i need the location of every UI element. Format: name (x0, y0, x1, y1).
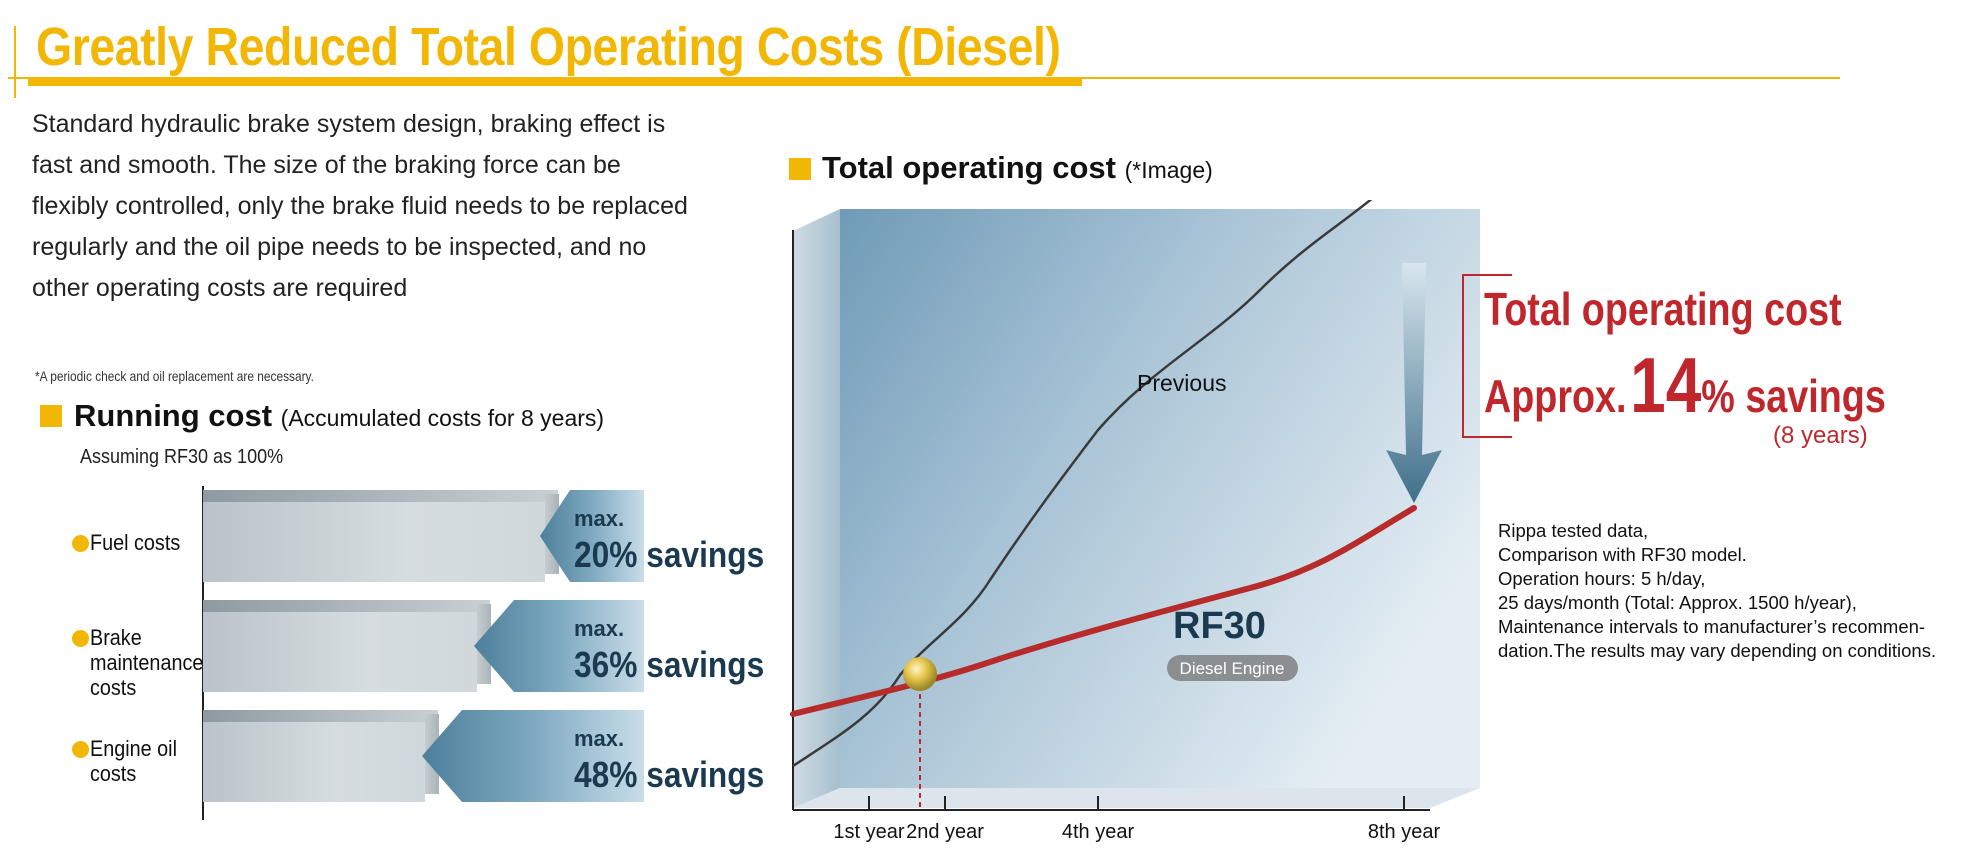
savings-box-engine-oil (422, 710, 644, 802)
running-cost-subtitle: (Accumulated costs for 8 years) (280, 405, 605, 431)
bar-front-face (203, 502, 545, 582)
running-cost-title: Running cost (74, 398, 273, 433)
savings-max-label: max. (574, 506, 625, 531)
running-cost-marker (40, 405, 62, 427)
savings-word: savings (646, 754, 765, 795)
fuel-costs-label: Fuel costs (90, 530, 180, 555)
total-cost-heading: Total operating cost (*Image) (822, 150, 1213, 186)
callout-savings: Approx. 14% savings (1484, 340, 1886, 431)
note-line: Comparison with RF30 model. (1498, 544, 1747, 565)
savings-percent-engine-oil: 48% savings (574, 754, 764, 796)
rf30-sublabel-pill (1167, 655, 1298, 681)
footnote: *A periodic check and oil replacement ar… (35, 368, 314, 384)
note-line: 25 days/month (Total: Approx. 1500 h/yea… (1498, 592, 1857, 613)
intro-line: Standard hydraulic brake system design, … (32, 110, 666, 138)
cost-label-line: Fuel costs (90, 530, 181, 555)
callout-suffix: % savings (1701, 370, 1886, 422)
cost-label-line: costs (90, 675, 137, 700)
rf30-cost-line (790, 505, 1417, 717)
x-tick-label: 2nd year (906, 821, 984, 843)
savings-arrow (1386, 263, 1442, 503)
chart-panel-left (793, 209, 840, 808)
bullet-dot (72, 630, 89, 647)
bar-top-face (203, 600, 490, 612)
intro-paragraph: Standard hydraulic brake system design, … (32, 104, 732, 309)
previous-label: Previous (1137, 370, 1226, 396)
cost-label-line: costs (90, 761, 137, 786)
running-cost-heading: Running cost (Accumulated costs for 8 ye… (74, 398, 604, 434)
chart-panel-back (840, 209, 1480, 788)
note-line: Rippa tested data, (1498, 520, 1649, 541)
total-cost-chart: Previous RF30 Diesel Engine 1st year 2nd… (790, 200, 1480, 843)
savings-max-label: max. (574, 726, 625, 751)
running-cost-assumption: Assuming RF30 as 100% (80, 446, 284, 468)
bar-top-face (203, 710, 438, 722)
savings-value: 48% (574, 754, 638, 795)
title-underline (28, 77, 1082, 86)
savings-percent-brake: 36% savings (574, 644, 764, 686)
bar-front-face (203, 722, 425, 802)
intro-line: fast and smooth. The size of the braking… (32, 151, 621, 179)
callout-bracket (1462, 274, 1512, 438)
savings-value: 36% (574, 644, 638, 685)
callout-number: 14 (1630, 341, 1702, 429)
total-cost-marker (789, 158, 811, 180)
intro-line: flexibly controlled, only the brake flui… (32, 192, 688, 220)
intro-line: regularly and the oil pipe needs to be i… (32, 233, 647, 261)
savings-box-fuel (540, 490, 644, 582)
note-line: Maintenance intervals to manufacturer’s … (1498, 616, 1926, 637)
x-tick-label: 8th year (1368, 821, 1441, 843)
bullet-dot (72, 741, 89, 758)
previous-cost-line (792, 200, 1373, 768)
savings-value: 20% (574, 534, 638, 575)
intro-line: other operating costs are required (32, 274, 408, 302)
savings-percent-fuel: 20% savings (574, 534, 764, 576)
chart-panel-floor (793, 788, 1480, 808)
note-line: Operation hours: 5 h/day, (1498, 568, 1706, 589)
engine-oil-costs-label: Engine oil costs (90, 736, 177, 786)
crossover-marker (903, 657, 937, 691)
savings-box-brake (474, 600, 644, 692)
callout-approx: Approx. (1484, 370, 1627, 422)
savings-max-label: max. (574, 616, 625, 641)
header-accent-line (14, 26, 16, 98)
brake-maintenance-costs-label: Brake maintenance costs (90, 625, 203, 700)
x-tick-label: 4th year (1062, 821, 1135, 843)
note-line: dation.The results may vary depending on… (1498, 640, 1937, 661)
x-tick-label: 1st year (833, 821, 904, 843)
rf30-sublabel: Diesel Engine (1180, 659, 1285, 678)
callout-title: Total operating cost (1484, 283, 1842, 335)
bullet-dot (72, 535, 89, 552)
cost-label-line: Brake (90, 625, 142, 650)
callout-years: (8 years) (1773, 422, 1868, 449)
total-cost-title: Total operating cost (822, 150, 1116, 185)
rf30-label: RF30 (1173, 605, 1266, 647)
page-title: Greatly Reduced Total Operating Costs (D… (36, 17, 1061, 77)
bar-top-face (203, 490, 558, 502)
savings-word: savings (646, 644, 765, 685)
cost-label-line: maintenance (90, 650, 204, 675)
bar-front-face (203, 612, 477, 692)
total-cost-subtitle: (*Image) (1124, 157, 1213, 183)
cost-label-line: Engine oil (90, 736, 177, 761)
test-notes: Rippa tested data, Comparison with RF30 … (1498, 519, 1936, 663)
savings-word: savings (646, 534, 765, 575)
